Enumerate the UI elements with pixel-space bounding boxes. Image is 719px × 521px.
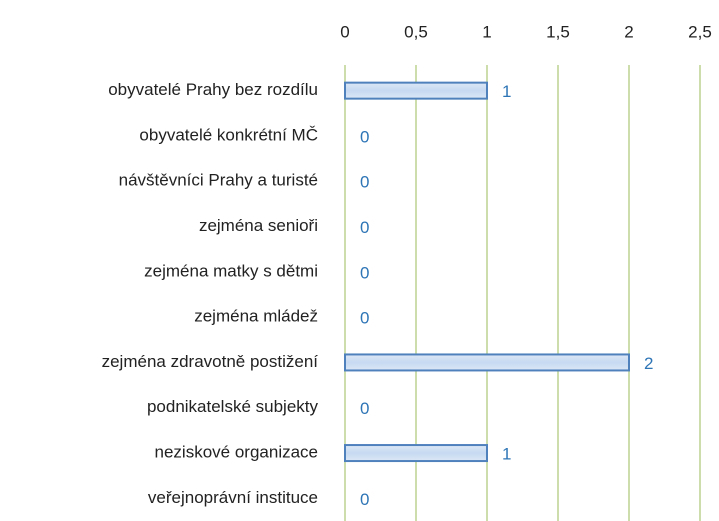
x-tick-label: 0,5 <box>404 22 428 41</box>
data-label: 2 <box>644 354 653 373</box>
data-label: 0 <box>360 127 369 146</box>
data-label: 0 <box>360 218 369 237</box>
y-tick-label: obyvatelé konkrétní MČ <box>139 125 318 144</box>
x-tick-label: 1 <box>482 22 491 41</box>
data-label: 1 <box>502 82 511 101</box>
y-tick-label: obyvatelé Prahy bez rozdílu <box>108 80 318 99</box>
bar <box>344 353 630 372</box>
y-tick-label: zejména mládež <box>194 307 318 326</box>
x-tick-label: 0 <box>340 22 349 41</box>
y-tick-label: zejména zdravotně postižení <box>102 352 319 371</box>
data-label: 0 <box>360 173 369 192</box>
y-tick-label: návštěvníci Prahy a turisté <box>119 171 318 190</box>
data-label: 0 <box>360 309 369 328</box>
data-label: 0 <box>360 263 369 282</box>
y-tick-label: zejména matky s dětmi <box>144 261 318 280</box>
y-tick-label: veřejnoprávní instituce <box>148 488 318 507</box>
bar <box>344 81 488 100</box>
y-tick-label: podnikatelské subjekty <box>147 397 319 416</box>
data-label: 0 <box>360 490 369 509</box>
data-label: 1 <box>502 445 511 464</box>
x-tick-label: 1,5 <box>546 22 570 41</box>
y-tick-label: zejména senioři <box>199 216 318 235</box>
x-tick-label: 2,5 <box>688 22 712 41</box>
y-tick-label: neziskové organizace <box>155 443 318 462</box>
bar <box>344 444 488 463</box>
x-tick-label: 2 <box>624 22 633 41</box>
data-label: 0 <box>360 399 369 418</box>
